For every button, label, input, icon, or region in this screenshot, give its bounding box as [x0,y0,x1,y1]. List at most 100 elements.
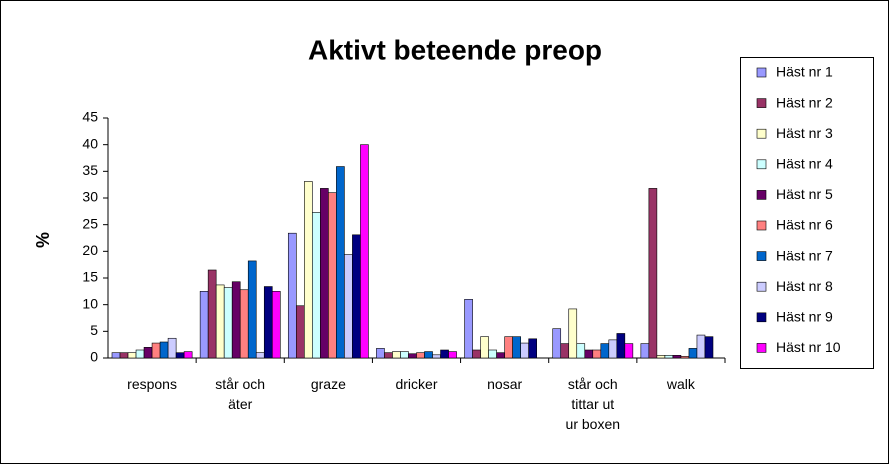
bar [287,232,297,359]
bar [231,281,241,359]
y-tick-label: 20 [82,242,98,258]
x-tick-label: respons [127,376,177,392]
x-tick-label: graze [311,376,346,392]
bar [175,352,185,359]
legend-swatch [756,98,767,108]
bar [616,333,626,359]
bar [688,348,698,359]
bar [592,349,602,359]
bar [199,291,209,359]
bar [239,289,249,359]
bar [408,353,417,359]
bar [167,337,177,359]
y-tick-label: 45 [82,109,98,125]
bar [464,299,473,359]
bar [159,341,169,359]
y-tick-label: 30 [82,189,98,205]
bar [584,349,594,359]
bar [255,352,265,359]
bar [696,334,706,359]
bar [608,339,618,359]
bar [135,349,145,359]
bar [119,352,129,359]
legend-label: Häst nr 5 [776,186,833,202]
bar [223,287,233,359]
bar [336,166,345,359]
legend-swatch [756,312,767,323]
bar [312,212,321,359]
bar [512,336,521,359]
bar [352,234,361,359]
y-tick-label: 40 [82,135,98,151]
bar [704,336,714,359]
y-tick-label: 25 [82,215,98,231]
bar [472,349,481,359]
bar [496,352,505,359]
bar [680,356,690,359]
bar [304,181,313,359]
y-axis-label: % [33,232,53,248]
y-tick-label: 15 [82,269,98,285]
bar [151,342,161,359]
bar [416,352,425,359]
bar [400,351,409,359]
bar [528,338,538,359]
bar [384,352,393,359]
bar [295,305,305,359]
legend-label: Häst nr 9 [776,309,833,325]
x-tick-label: nosar [487,376,522,392]
bar [344,254,353,359]
bar [432,354,441,359]
legend-label: Häst nr 7 [776,247,833,263]
bar [183,351,193,359]
bar [672,355,682,359]
bar [207,269,217,359]
legend-label: Häst nr 3 [776,125,833,141]
legend-label: Häst nr 10 [776,339,841,355]
bar [392,351,401,359]
legend-swatch [756,220,767,231]
bar [263,286,273,359]
legend-swatch [756,67,767,78]
x-tick-label: står och tittar ut ur boxen [566,376,620,432]
x-tick-label: dricker [395,376,437,392]
legend-label: Häst nr 1 [776,64,833,80]
legend-swatch [756,128,767,139]
chart-title: Aktivt beteende preop [308,34,602,65]
bar [320,188,329,359]
bar [664,355,674,359]
legend-swatch [756,251,767,261]
bar [480,336,489,359]
bar [448,351,457,359]
bar [648,188,658,359]
bar [424,351,433,359]
x-tick-label: walk [666,376,696,392]
bar [271,291,281,359]
bar [552,328,562,359]
legend-label: Häst nr 4 [776,156,833,172]
y-tick-label: 0 [90,349,98,365]
bar [143,347,153,359]
legend-swatch [756,190,767,200]
bar [127,352,137,359]
legend-swatch [756,343,767,353]
bar [247,260,257,359]
bar [568,308,578,359]
x-tick-label: står och äter [215,376,265,412]
bar [640,343,650,359]
y-tick-label: 10 [82,295,98,311]
legend-swatch [756,159,767,170]
bar [111,352,121,359]
bar [624,343,634,359]
legend-swatch [756,281,767,292]
bar [440,349,449,359]
bar [376,348,385,359]
legend-label: Häst nr 6 [776,217,833,233]
bar [656,355,666,359]
bar [576,343,586,359]
legend-label: Häst nr 2 [776,94,833,110]
legend-label: Häst nr 8 [776,278,833,294]
y-tick-label: 5 [90,322,98,338]
bar [504,336,513,359]
